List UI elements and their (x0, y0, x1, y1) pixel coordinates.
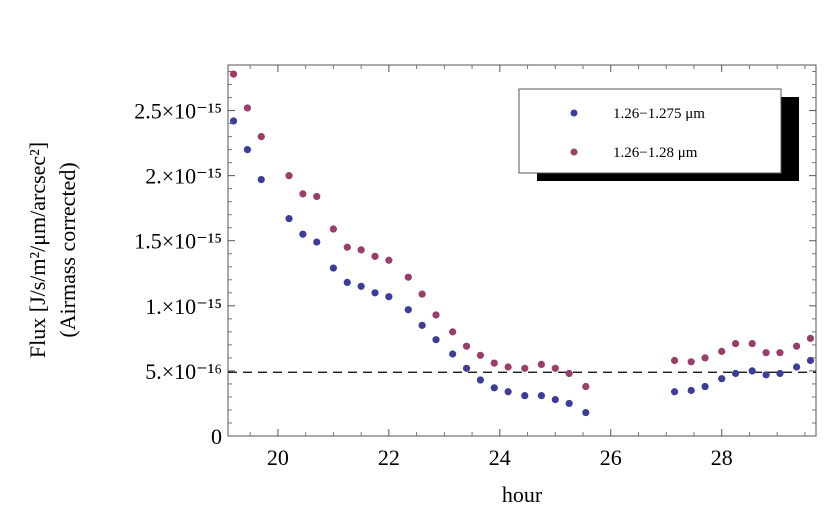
data-point-series-1 (792, 363, 801, 371)
data-point-series-2 (476, 351, 484, 359)
data-point-series-1 (476, 376, 484, 384)
y-axis-title: Flux [J/s/m²/μm/arcsec²] (Airmass correc… (25, 142, 80, 358)
data-point-series-1 (432, 336, 440, 344)
data-point-series-1 (582, 408, 590, 417)
data-point-series-2 (792, 342, 801, 350)
data-point-series-2 (731, 339, 740, 348)
data-point-series-1 (385, 293, 393, 301)
data-point-series-1 (357, 282, 365, 290)
data-point-series-2 (806, 334, 815, 342)
y-tick-label: 2.×10⁻¹⁵ (145, 164, 222, 189)
data-point-series-2 (687, 358, 695, 366)
data-point-series-1 (449, 350, 457, 358)
data-point-series-2 (357, 246, 365, 254)
data-point-series-2 (565, 369, 573, 378)
y-tick-label: 5.×10⁻¹⁶ (145, 359, 222, 384)
data-point-series-2 (537, 360, 546, 369)
data-point-series-2 (701, 354, 709, 362)
data-point-series-1 (490, 384, 498, 392)
y-tick-label: 0 (211, 424, 222, 449)
data-point-series-2 (449, 328, 457, 336)
y-tick-label: 1.×10⁻¹⁵ (145, 294, 222, 319)
x-tick-label: 24 (489, 445, 511, 470)
y-tick-label: 1.5×10⁻¹⁵ (134, 229, 222, 254)
data-point-series-1 (521, 392, 529, 400)
data-point-series-2 (762, 349, 770, 357)
data-points (229, 70, 815, 417)
data-point-series-1 (806, 356, 815, 365)
data-point-series-2 (404, 273, 412, 281)
data-point-series-2 (776, 349, 784, 357)
tick-labels: 20 22 24 26 28 0 5.×10⁻¹⁶ 1.×10⁻¹⁵ 1.5×10⁻¹⁵ 2.×1… (134, 99, 732, 470)
data-point-series-2 (718, 347, 726, 355)
data-point-series-1 (748, 367, 756, 375)
data-point-series-1 (565, 399, 573, 408)
data-point-series-1 (687, 386, 695, 395)
data-point-series-1 (418, 321, 426, 329)
data-point-series-1 (257, 175, 265, 184)
legend-marker-series-2 (570, 148, 578, 156)
data-point-series-2 (243, 104, 252, 112)
data-point-series-2 (371, 252, 379, 260)
data-point-series-1 (329, 264, 337, 272)
data-point-series-2 (462, 342, 471, 350)
data-point-series-2 (329, 225, 337, 233)
data-point-series-2 (521, 364, 529, 372)
data-point-series-1 (504, 388, 512, 396)
data-point-series-1 (731, 369, 740, 378)
data-point-series-2 (418, 290, 426, 298)
data-point-series-2 (432, 311, 440, 319)
legend: 1.26−1.275 μm 1.26−1.28 μm (518, 88, 799, 181)
data-point-series-1 (229, 117, 238, 125)
x-tick-label: 20 (267, 445, 289, 470)
legend-box (518, 88, 782, 174)
data-point-series-1 (343, 278, 351, 286)
data-point-series-1 (243, 146, 252, 154)
data-point-series-2 (670, 356, 679, 365)
data-point-series-1 (285, 215, 293, 223)
x-tick-label: 28 (711, 445, 733, 470)
x-axis-title: hour (502, 482, 543, 507)
data-point-series-2 (748, 339, 756, 348)
data-point-series-1 (313, 238, 321, 246)
data-point-series-2 (313, 192, 321, 201)
y-axis-title-line1: Flux [J/s/m²/μm/arcsec²] (25, 142, 50, 358)
data-point-series-1 (670, 388, 679, 396)
data-point-series-2 (385, 256, 393, 264)
data-point-series-2 (582, 382, 590, 391)
x-tick-label: 22 (378, 445, 400, 470)
data-point-series-1 (371, 289, 379, 297)
data-point-series-2 (490, 359, 498, 367)
data-point-series-1 (404, 306, 412, 314)
data-point-series-1 (537, 392, 546, 400)
legend-label-series-2: 1.26−1.28 μm (613, 145, 698, 161)
axis-ticks (228, 65, 816, 437)
data-point-series-2 (343, 243, 351, 251)
data-point-series-1 (762, 371, 770, 379)
data-point-series-2 (551, 364, 559, 372)
y-axis-title-line2: (Airmass corrected) (55, 162, 80, 337)
data-point-series-1 (299, 230, 307, 238)
plot-frame (227, 64, 817, 437)
data-point-series-1 (701, 382, 709, 391)
data-point-series-2 (229, 70, 238, 78)
data-point-series-2 (299, 190, 307, 198)
data-point-series-1 (462, 364, 471, 372)
data-point-series-2 (285, 172, 293, 180)
legend-marker-series-1 (570, 109, 578, 117)
data-point-series-2 (504, 363, 512, 371)
data-point-series-1 (776, 369, 784, 378)
legend-label-series-1: 1.26−1.275 μm (613, 106, 705, 122)
data-point-series-1 (551, 395, 559, 404)
data-point-series-1 (718, 375, 726, 383)
y-tick-label: 2.5×10⁻¹⁵ (134, 99, 222, 124)
x-tick-label: 26 (600, 445, 622, 470)
data-point-series-2 (257, 132, 265, 141)
